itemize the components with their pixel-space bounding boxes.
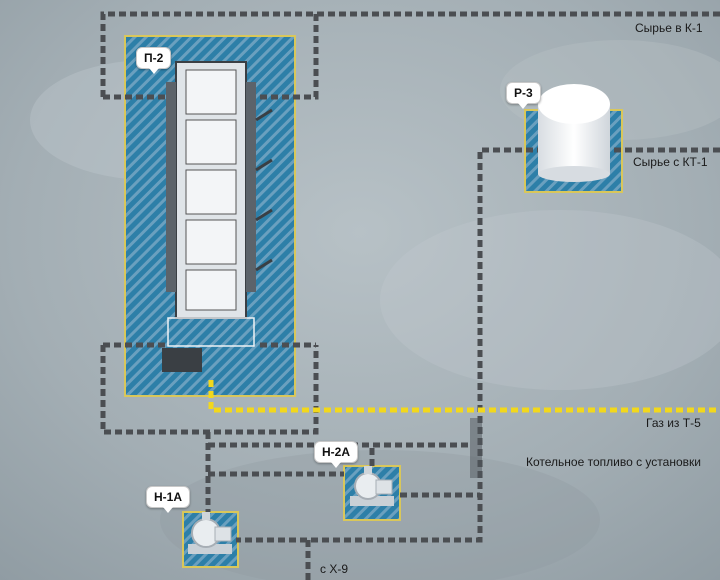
pump-1-icon[interactable] xyxy=(188,512,232,554)
line-label-gas-from-t5: Газ из Т-5 xyxy=(646,416,701,430)
furnace-tag[interactable]: П-2 xyxy=(136,47,172,74)
pipelines xyxy=(100,11,720,580)
tank-icon[interactable] xyxy=(538,84,610,182)
pump-2-icon[interactable] xyxy=(350,466,394,506)
furnace-icon[interactable] xyxy=(162,61,273,372)
gas-pipeline xyxy=(208,380,720,413)
pump-1-tag[interactable]: Н-1А xyxy=(146,486,191,513)
line-label-feed-from-kt1: Сырье с КТ-1 xyxy=(633,155,708,169)
line-label-from-x9: с Х-9 xyxy=(320,562,349,576)
reactor-tag[interactable]: Р-3 xyxy=(506,82,541,109)
line-label-feed-to-k1: Сырье в К-1 xyxy=(635,21,703,35)
line-label-boiler-fuel: Котельное топливо с установки xyxy=(526,455,701,469)
pump-2-tag[interactable]: Н-2А xyxy=(314,441,359,468)
